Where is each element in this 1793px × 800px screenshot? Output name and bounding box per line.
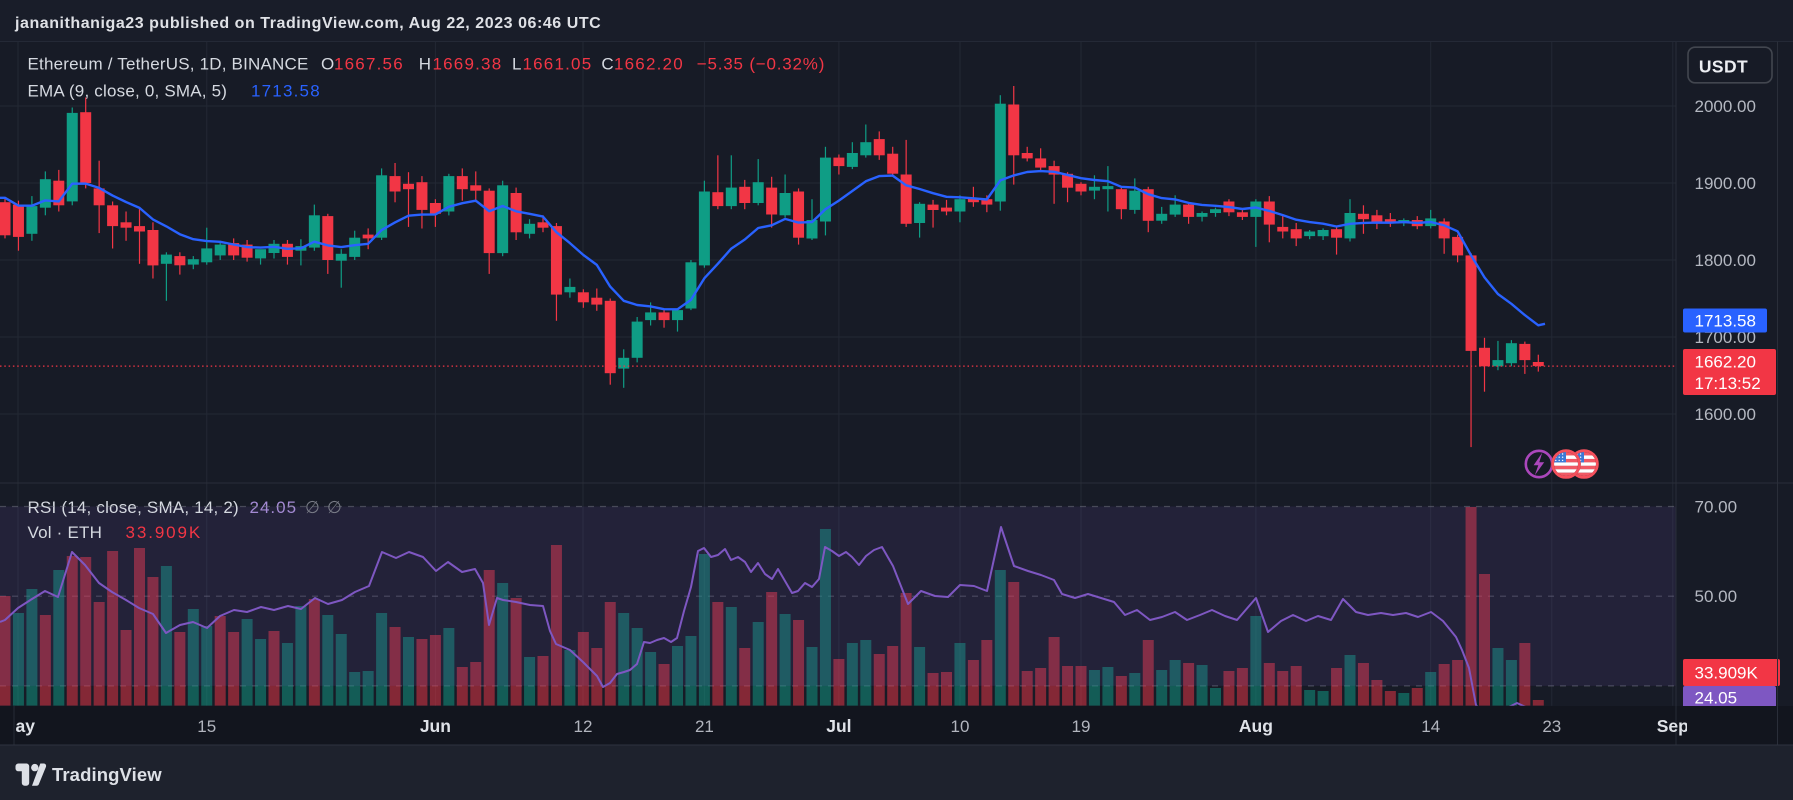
svg-text:L: L: [512, 55, 522, 74]
svg-text:1900.00: 1900.00: [1695, 174, 1756, 193]
svg-text:1661.05: 1661.05: [523, 55, 593, 74]
svg-text:14: 14: [1421, 717, 1440, 736]
svg-text:12: 12: [574, 717, 593, 736]
svg-text:1662.20: 1662.20: [1695, 353, 1756, 372]
svg-text:33.909K: 33.909K: [126, 523, 203, 542]
svg-text:2000.00: 2000.00: [1695, 97, 1756, 116]
svg-text:24.05: 24.05: [1695, 689, 1738, 708]
svg-text:Sep: Sep: [1657, 716, 1689, 736]
svg-text:USDT: USDT: [1699, 56, 1748, 76]
svg-text:May: May: [1, 716, 35, 736]
svg-text:21: 21: [695, 717, 714, 736]
svg-text:1667.56: 1667.56: [334, 55, 404, 74]
svg-text:EMA (9, close, 0, SMA, 5): EMA (9, close, 0, SMA, 5): [28, 82, 228, 101]
svg-text:1800.00: 1800.00: [1695, 251, 1756, 270]
svg-text:jananithaniga23 published on T: jananithaniga23 published on TradingView…: [14, 15, 601, 32]
svg-text:Vol · ETH: Vol · ETH: [28, 523, 103, 542]
svg-text:10: 10: [951, 717, 970, 736]
svg-text:Aug: Aug: [1239, 716, 1273, 736]
svg-text:17:13:52: 17:13:52: [1695, 374, 1761, 393]
svg-text:1713.58: 1713.58: [251, 82, 321, 101]
svg-text:70.00: 70.00: [1695, 498, 1738, 517]
svg-text:H: H: [419, 55, 431, 74]
svg-text:Jul: Jul: [826, 716, 851, 736]
svg-text:1700.00: 1700.00: [1695, 328, 1756, 347]
svg-text:50.00: 50.00: [1695, 587, 1738, 606]
svg-text:∅: ∅: [327, 498, 342, 517]
svg-text:Jun: Jun: [420, 716, 451, 736]
svg-text:TradingView: TradingView: [52, 764, 162, 785]
svg-text:24.05: 24.05: [250, 498, 298, 517]
svg-text:15: 15: [197, 717, 216, 736]
svg-text:1662.20: 1662.20: [614, 55, 684, 74]
svg-text:1600.00: 1600.00: [1695, 405, 1756, 424]
svg-text:RSI (14, close, SMA, 14, 2): RSI (14, close, SMA, 14, 2): [28, 498, 239, 517]
svg-text:−5.35 (−0.32%): −5.35 (−0.32%): [697, 55, 825, 74]
svg-text:33.909K: 33.909K: [1695, 664, 1759, 683]
svg-text:23: 23: [1542, 717, 1561, 736]
svg-text:C: C: [601, 55, 613, 74]
svg-text:19: 19: [1072, 717, 1091, 736]
svg-text:Ethereum / TetherUS, 1D, BINAN: Ethereum / TetherUS, 1D, BINANCE: [28, 55, 309, 74]
svg-text:1713.58: 1713.58: [1695, 312, 1756, 331]
svg-text:∅: ∅: [305, 498, 320, 517]
svg-text:O: O: [321, 55, 334, 74]
svg-text:1669.38: 1669.38: [433, 55, 503, 74]
